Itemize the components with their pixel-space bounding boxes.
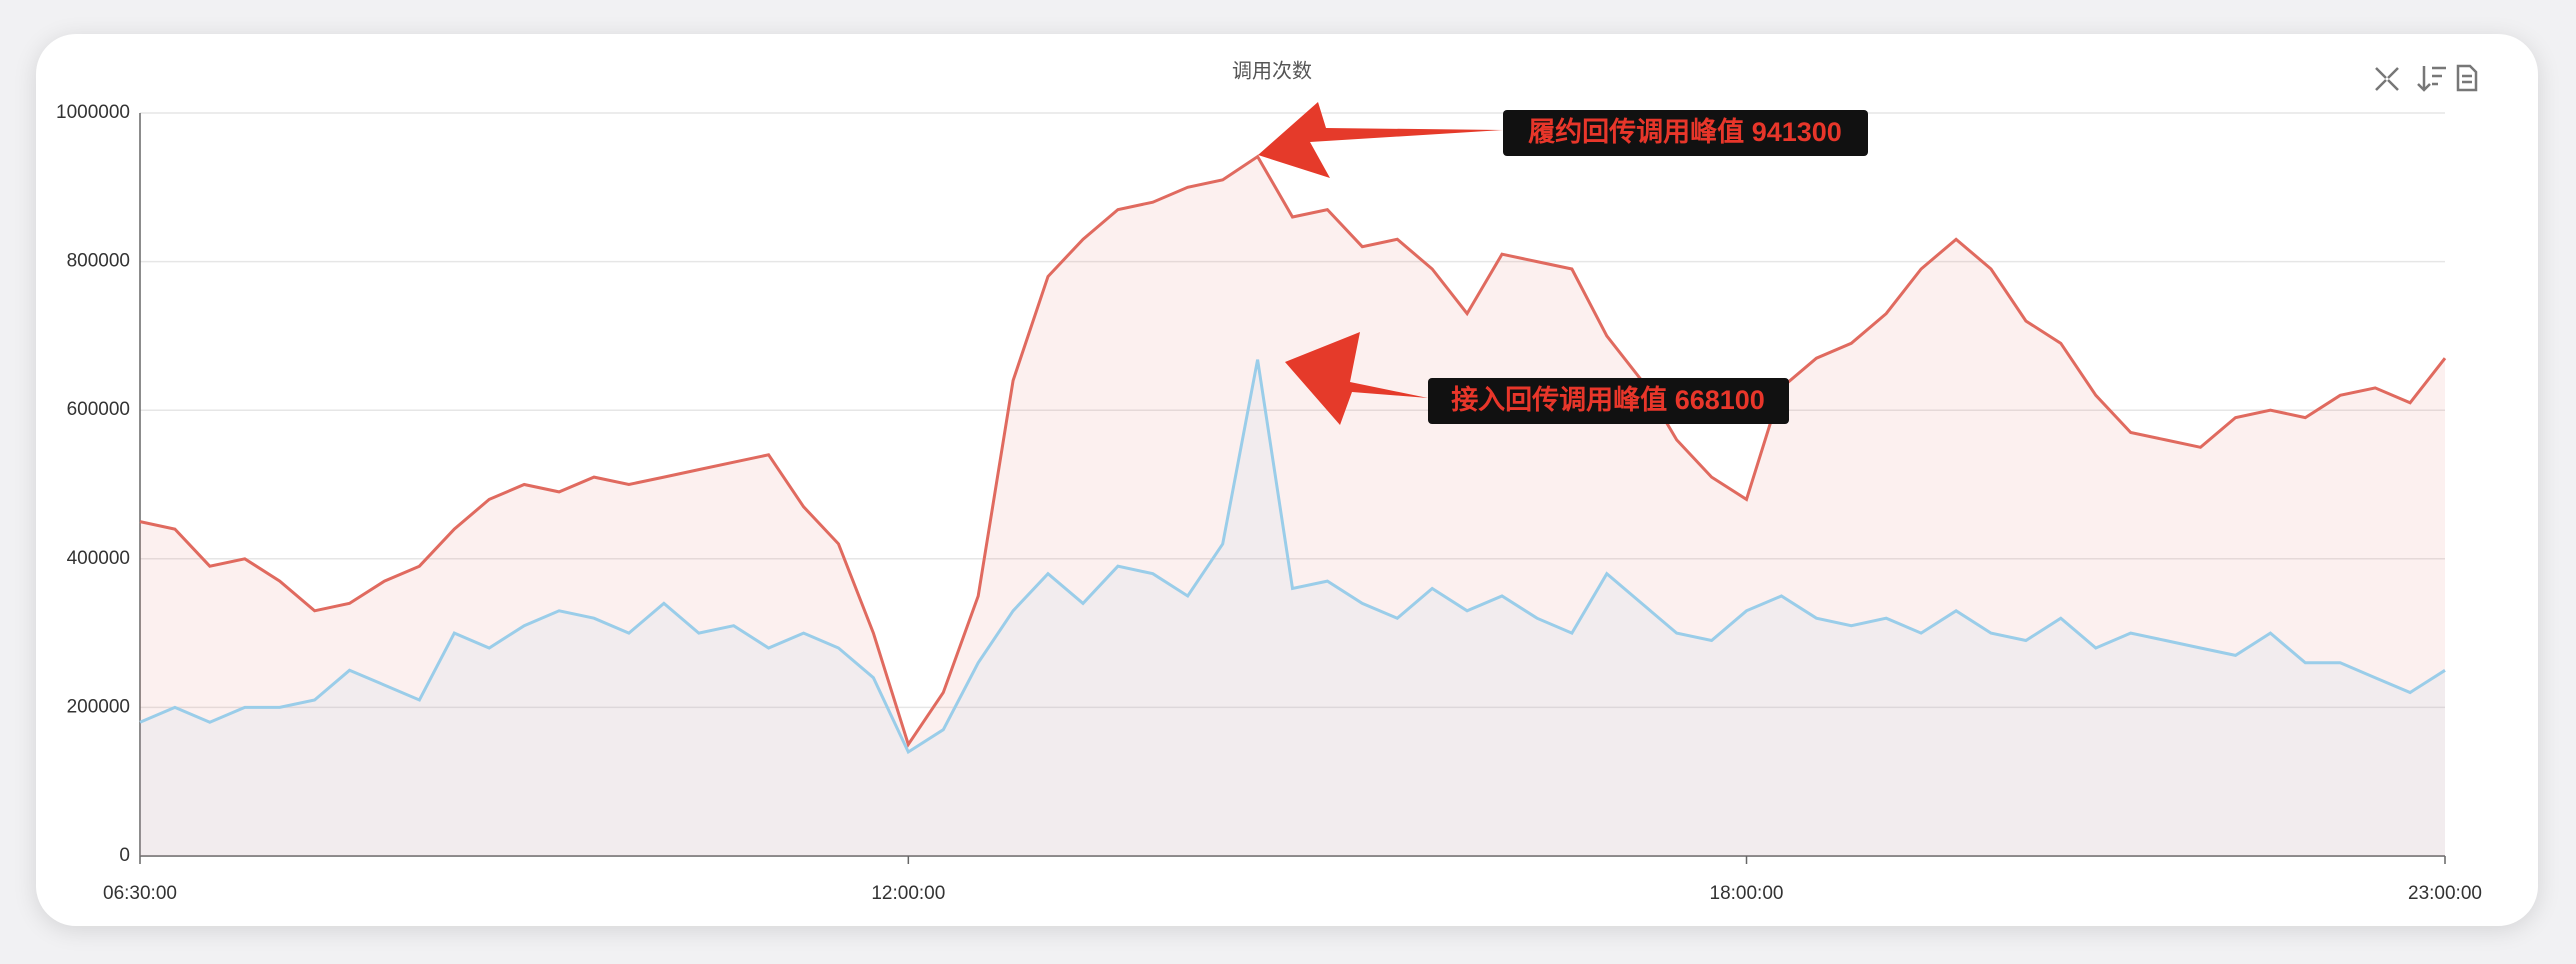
annotation-box	[1428, 378, 1789, 424]
annotation-text: 履约回传调用峰值 941300	[1528, 117, 1842, 147]
y-tick-label: 1000000	[56, 102, 130, 123]
y-tick-label: 0	[119, 845, 130, 866]
area	[140, 156, 2445, 857]
chart-title: 调用次数	[1232, 59, 1312, 82]
arrow	[1285, 332, 1428, 425]
y-tick-label: 400000	[67, 548, 130, 569]
x-tick-label: 18:00:00	[1710, 883, 1784, 904]
y-tick-label: 800000	[67, 251, 130, 272]
annotation-1: 履约回传调用峰值 941300	[1258, 102, 1868, 178]
line	[139, 154, 2447, 748]
chart-card	[36, 34, 2538, 926]
x-tick-label: 06:30:00	[103, 883, 177, 904]
annotation-box	[1503, 110, 1868, 156]
x-tick-label: 23:00:00	[2408, 883, 2482, 904]
line	[139, 359, 2446, 755]
annotation-text: 接入回传调用峰值 668100	[1451, 385, 1765, 415]
y-tick-label: 600000	[67, 399, 130, 420]
y-tick-label: 200000	[67, 696, 130, 717]
zoom-icon[interactable]	[2375, 67, 2399, 91]
annotation-2: 接入回传调用峰值 668100	[1285, 332, 1789, 425]
x-tick-label: 12:00:00	[871, 883, 945, 904]
toolbar	[2375, 64, 2478, 92]
data-view-icon[interactable]	[2456, 64, 2478, 92]
area	[140, 359, 2445, 856]
arrow	[1258, 102, 1503, 178]
sort-icon[interactable]	[2417, 66, 2446, 92]
